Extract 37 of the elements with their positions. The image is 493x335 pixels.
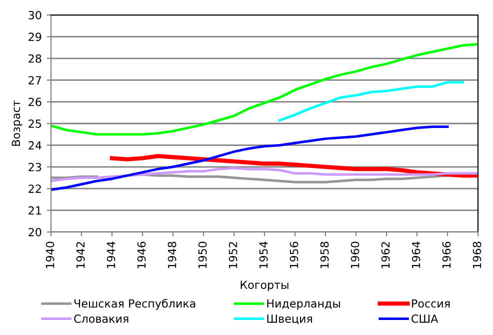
- y-tick-label: 24: [28, 141, 42, 150]
- legend-label: США: [412, 314, 438, 323]
- legend-label: Россия: [412, 299, 450, 308]
- x-tick-label: 1958: [320, 242, 329, 268]
- y-axis-title: Возраст: [12, 100, 22, 146]
- x-tick-label: 1942: [76, 242, 85, 268]
- x-tick-label: 1948: [168, 242, 176, 268]
- x-tick-label: 1968: [472, 242, 482, 268]
- x-tick-label: 1954: [259, 242, 268, 268]
- y-tick-label: 20: [28, 228, 42, 236]
- x-tick-label: 1944: [106, 242, 116, 268]
- legend-label: Словакия: [74, 314, 128, 323]
- legend-label: Чешская Республика: [74, 298, 196, 310]
- x-tick-label: 1952: [228, 242, 238, 268]
- x-tick-label: 1956: [290, 242, 298, 268]
- line-series: [51, 126, 449, 191]
- y-tick-label: 21: [28, 206, 41, 215]
- y-tick-label: 23: [28, 162, 42, 172]
- legend-label: Нидерланды: [267, 299, 340, 310]
- y-tick-label: 25: [28, 119, 41, 128]
- x-tick-label: 1946: [137, 242, 146, 268]
- line-series: [110, 154, 478, 178]
- x-tick-label: 1960: [350, 242, 360, 268]
- y-tick-label: 30: [28, 10, 42, 20]
- line-series: [278, 81, 464, 122]
- y-tick-label: 27: [28, 76, 42, 84]
- legend-label: Швеция: [267, 314, 312, 324]
- x-tick-label: 1940: [46, 242, 54, 268]
- x-tick-label: 1966: [442, 242, 451, 268]
- x-tick-label: 1964: [412, 242, 420, 268]
- y-tick-label: 22: [28, 184, 41, 193]
- x-axis-title: Когорты: [240, 280, 288, 292]
- y-tick-label: 28: [28, 54, 42, 63]
- y-tick-label: 29: [28, 32, 42, 42]
- x-tick-label: 1950: [198, 242, 207, 268]
- y-tick-label: 26: [28, 98, 42, 106]
- x-tick-label: 1962: [381, 242, 390, 268]
